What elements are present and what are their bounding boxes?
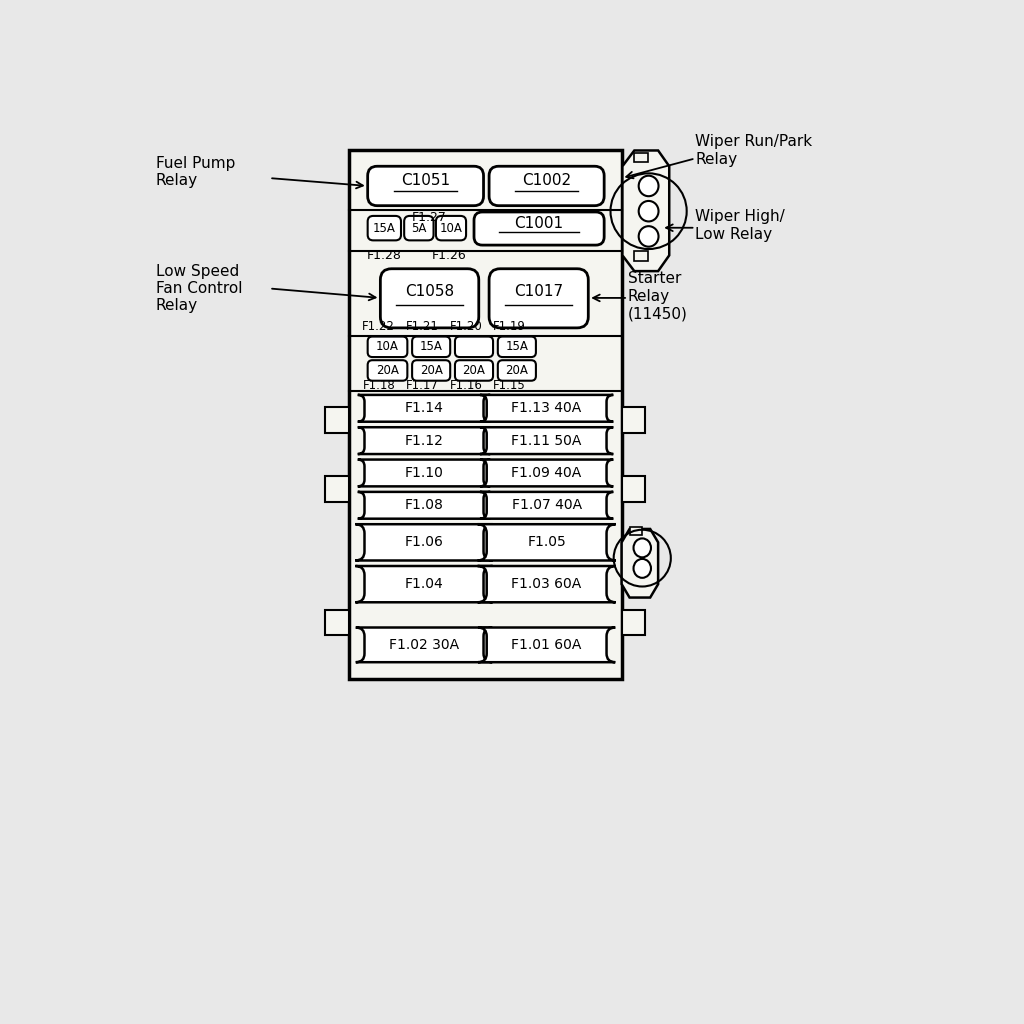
Text: 15A: 15A bbox=[420, 340, 442, 353]
Text: 20A: 20A bbox=[463, 364, 485, 377]
Polygon shape bbox=[623, 151, 670, 271]
Bar bbox=[325, 476, 348, 502]
Text: 10A: 10A bbox=[439, 221, 463, 234]
Bar bbox=[634, 252, 648, 261]
FancyBboxPatch shape bbox=[355, 628, 493, 663]
Text: F1.16: F1.16 bbox=[450, 379, 482, 392]
Text: 20A: 20A bbox=[376, 364, 399, 377]
Bar bbox=[622, 407, 645, 433]
Text: F1.15: F1.15 bbox=[494, 379, 526, 392]
Text: Starter
Relay
(11450): Starter Relay (11450) bbox=[628, 271, 688, 322]
FancyBboxPatch shape bbox=[357, 492, 490, 519]
Text: C1001: C1001 bbox=[514, 216, 563, 231]
FancyBboxPatch shape bbox=[477, 566, 615, 602]
Bar bbox=[348, 151, 622, 679]
Ellipse shape bbox=[634, 559, 651, 578]
Text: F1.13 40A: F1.13 40A bbox=[512, 401, 582, 416]
Bar bbox=[622, 610, 645, 635]
Text: F1.12: F1.12 bbox=[404, 433, 443, 447]
FancyBboxPatch shape bbox=[480, 395, 613, 422]
Text: F1.02 30A: F1.02 30A bbox=[389, 638, 459, 652]
Text: F1.03 60A: F1.03 60A bbox=[512, 578, 582, 591]
FancyBboxPatch shape bbox=[489, 166, 604, 206]
Text: F1.01 60A: F1.01 60A bbox=[511, 638, 582, 652]
FancyBboxPatch shape bbox=[355, 524, 493, 560]
FancyBboxPatch shape bbox=[357, 395, 490, 422]
Polygon shape bbox=[622, 529, 658, 598]
Text: F1.22: F1.22 bbox=[362, 321, 395, 334]
FancyBboxPatch shape bbox=[357, 460, 490, 486]
Bar bbox=[325, 407, 348, 433]
FancyBboxPatch shape bbox=[455, 360, 494, 381]
Text: 20A: 20A bbox=[420, 364, 442, 377]
Text: F1.07 40A: F1.07 40A bbox=[512, 499, 582, 512]
Text: 15A: 15A bbox=[506, 340, 528, 353]
FancyBboxPatch shape bbox=[480, 492, 613, 519]
Text: F1.27: F1.27 bbox=[412, 211, 447, 224]
Text: Low Speed
Fan Control
Relay: Low Speed Fan Control Relay bbox=[156, 263, 243, 313]
Ellipse shape bbox=[639, 226, 658, 247]
Text: F1.08: F1.08 bbox=[404, 499, 443, 512]
Text: Wiper High/
Low Relay: Wiper High/ Low Relay bbox=[695, 209, 785, 242]
FancyBboxPatch shape bbox=[412, 337, 451, 357]
Text: F1.26: F1.26 bbox=[432, 249, 467, 262]
Text: C1051: C1051 bbox=[401, 173, 451, 188]
FancyBboxPatch shape bbox=[489, 268, 588, 328]
FancyBboxPatch shape bbox=[368, 166, 483, 206]
FancyBboxPatch shape bbox=[455, 337, 494, 357]
FancyBboxPatch shape bbox=[357, 427, 490, 454]
Text: C1002: C1002 bbox=[522, 173, 571, 188]
Text: F1.21: F1.21 bbox=[406, 321, 439, 334]
Text: 5A: 5A bbox=[412, 221, 427, 234]
Ellipse shape bbox=[639, 176, 658, 197]
FancyBboxPatch shape bbox=[380, 268, 479, 328]
Text: F1.10: F1.10 bbox=[404, 466, 443, 480]
Ellipse shape bbox=[639, 201, 658, 221]
Text: F1.11 50A: F1.11 50A bbox=[511, 433, 582, 447]
Text: C1017: C1017 bbox=[514, 284, 563, 299]
FancyBboxPatch shape bbox=[355, 566, 493, 602]
FancyBboxPatch shape bbox=[477, 524, 615, 560]
Text: F1.05: F1.05 bbox=[527, 536, 566, 549]
Bar bbox=[622, 476, 645, 502]
Bar bbox=[630, 527, 642, 536]
FancyBboxPatch shape bbox=[412, 360, 451, 381]
FancyBboxPatch shape bbox=[404, 216, 433, 241]
Text: 15A: 15A bbox=[373, 221, 395, 234]
FancyBboxPatch shape bbox=[480, 460, 613, 486]
Text: 10A: 10A bbox=[376, 340, 399, 353]
FancyBboxPatch shape bbox=[498, 360, 536, 381]
FancyBboxPatch shape bbox=[480, 427, 613, 454]
FancyBboxPatch shape bbox=[368, 216, 401, 241]
Text: Wiper Run/Park
Relay: Wiper Run/Park Relay bbox=[695, 134, 813, 167]
Text: Fuel Pump
Relay: Fuel Pump Relay bbox=[156, 156, 236, 188]
Text: F1.14: F1.14 bbox=[404, 401, 443, 416]
Text: F1.19: F1.19 bbox=[494, 321, 526, 334]
Text: F1.18: F1.18 bbox=[362, 379, 395, 392]
FancyBboxPatch shape bbox=[498, 337, 536, 357]
Text: C1058: C1058 bbox=[406, 284, 454, 299]
FancyBboxPatch shape bbox=[368, 360, 408, 381]
Text: F1.28: F1.28 bbox=[367, 249, 401, 262]
Ellipse shape bbox=[634, 539, 651, 557]
Text: F1.09 40A: F1.09 40A bbox=[512, 466, 582, 480]
FancyBboxPatch shape bbox=[368, 337, 408, 357]
Text: F1.04: F1.04 bbox=[404, 578, 443, 591]
Bar bbox=[634, 153, 648, 163]
FancyBboxPatch shape bbox=[478, 628, 615, 663]
FancyBboxPatch shape bbox=[474, 212, 604, 245]
Text: F1.06: F1.06 bbox=[404, 536, 443, 549]
Bar bbox=[325, 610, 348, 635]
Text: 20A: 20A bbox=[506, 364, 528, 377]
FancyBboxPatch shape bbox=[436, 216, 466, 241]
Text: F1.20: F1.20 bbox=[450, 321, 482, 334]
Text: F1.17: F1.17 bbox=[406, 379, 439, 392]
